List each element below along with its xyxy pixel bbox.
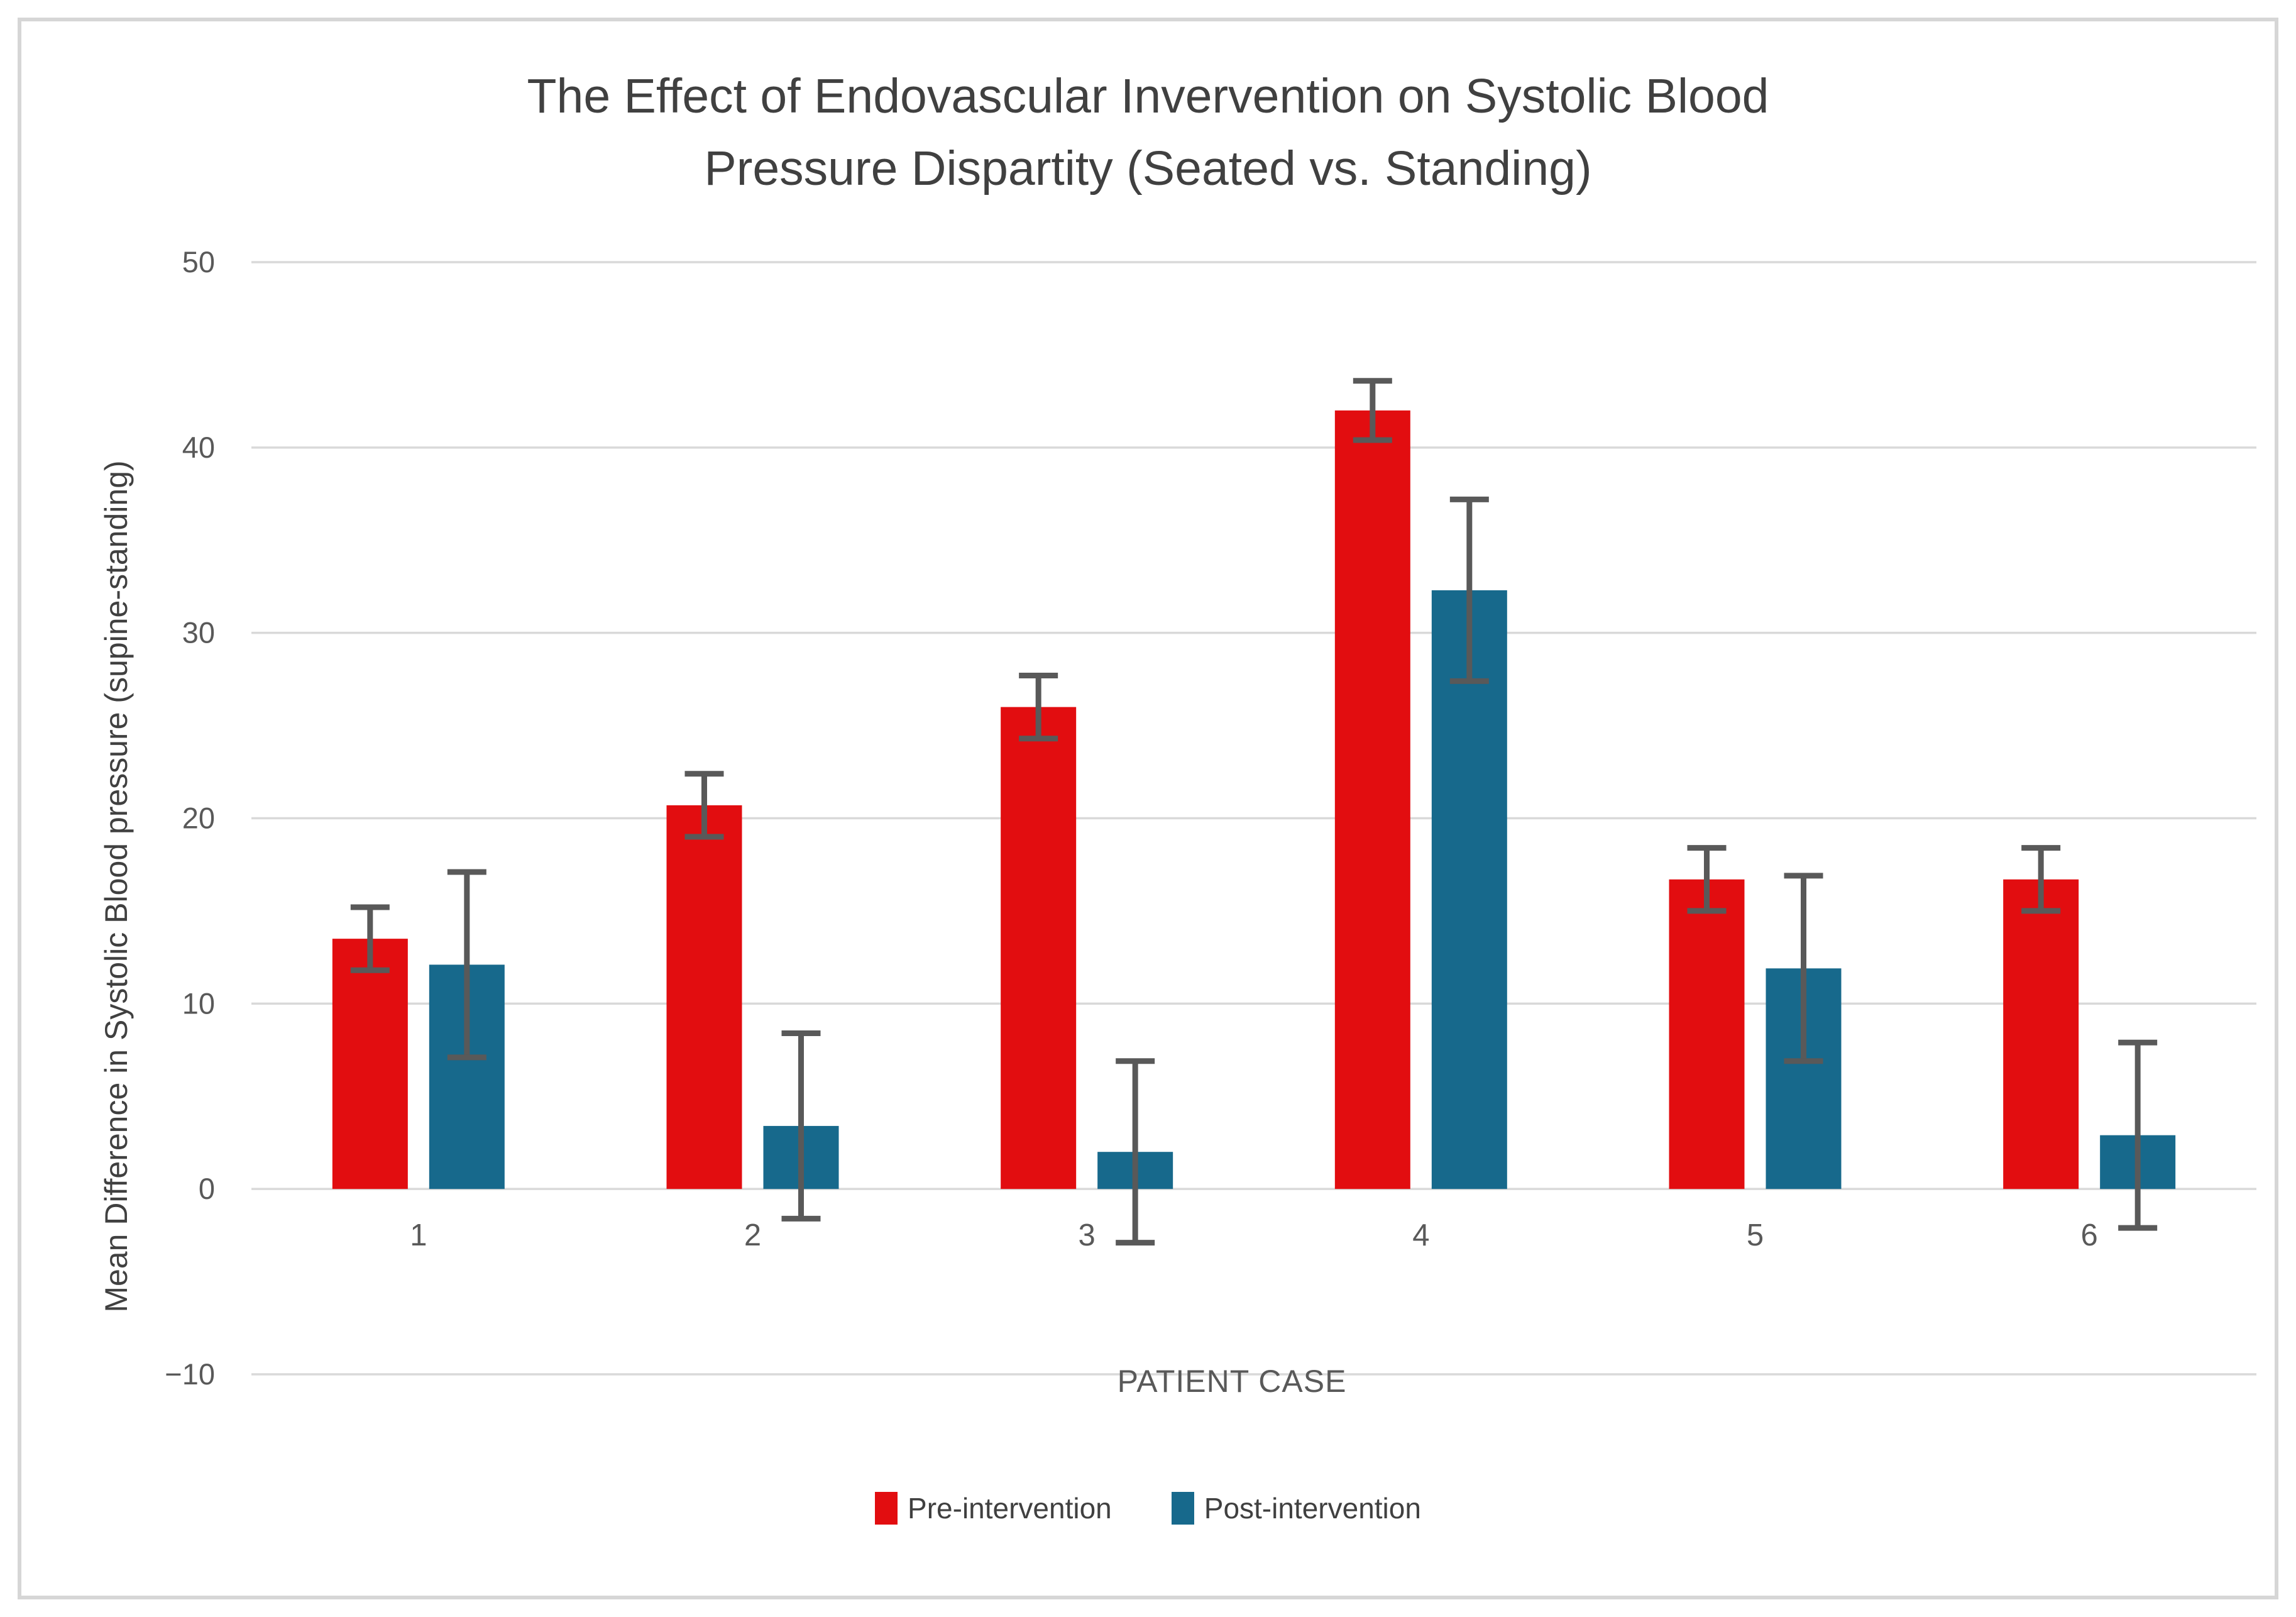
bar-pre-3 [1001, 707, 1077, 1189]
bar-pre-4 [1334, 410, 1410, 1189]
bar-pre-6 [2003, 879, 2079, 1189]
chart-title-line2: Pressure Dispartity (Seated vs. Standing… [704, 141, 1592, 196]
chart-title: The Effect of Endovascular Invervention … [0, 60, 2296, 205]
x-tick-label-6: 6 [2081, 1218, 2098, 1252]
legend-swatch-pre-icon [875, 1492, 898, 1525]
x-tick-label-3: 3 [1079, 1218, 1096, 1252]
bar-pre-1 [332, 939, 408, 1189]
y-tick-label-30: 30 [182, 616, 215, 649]
legend-swatch-post-icon [1171, 1492, 1194, 1525]
x-tick-label-2: 2 [744, 1218, 761, 1252]
y-tick-label-20: 20 [182, 802, 215, 835]
y-tick-label--10: −10 [165, 1357, 215, 1391]
x-axis-title: PATIENT CASE [1117, 1364, 1347, 1399]
x-tick-label-5: 5 [1747, 1218, 1764, 1252]
x-tick-label-1: 1 [410, 1218, 427, 1252]
legend-item-post: Post-intervention [1171, 1491, 1421, 1525]
bar-pre-2 [666, 805, 742, 1189]
y-tick-label-40: 40 [182, 431, 215, 464]
y-axis-title: Mean Difference in Systolic Blood pressu… [99, 460, 134, 1313]
legend-label-pre: Pre-intervention [908, 1492, 1112, 1525]
figure-frame [18, 18, 2278, 1599]
y-tick-label-10: 10 [182, 986, 215, 1020]
y-tick-label-0: 0 [199, 1172, 215, 1205]
bar-post-4 [1431, 590, 1507, 1189]
legend: Pre-intervention Post-intervention [0, 1491, 2296, 1525]
legend-item-pre: Pre-intervention [875, 1491, 1112, 1525]
bar-pre-5 [1669, 879, 1745, 1189]
chart-title-line1: The Effect of Endovascular Invervention … [527, 69, 1769, 123]
x-tick-label-4: 4 [1412, 1218, 1429, 1252]
y-tick-label-50: 50 [182, 245, 215, 279]
legend-label-post: Post-intervention [1204, 1492, 1421, 1525]
